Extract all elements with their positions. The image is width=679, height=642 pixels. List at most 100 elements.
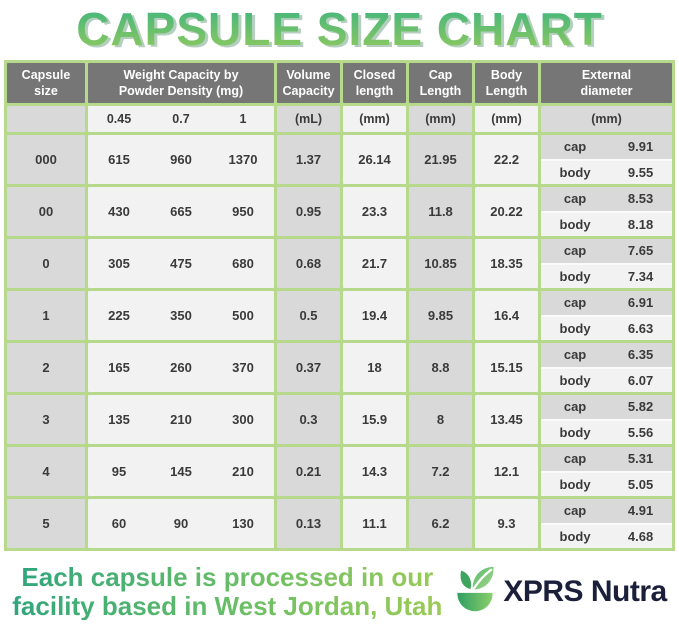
leaf-bowl-icon <box>452 564 498 619</box>
density-1: 1 <box>239 112 247 126</box>
capsule-size-cell: 3 <box>7 395 85 444</box>
header-weight-capacity: Weight Capacity by Powder Density (mg) <box>88 63 274 103</box>
weight-capacity-cell: 305 475 680 <box>88 239 274 288</box>
body-label: body <box>559 164 591 180</box>
weight-capacity-cell: 430 665 950 <box>88 187 274 236</box>
weight-045-value: 305 <box>108 256 130 271</box>
external-diameter-cell: cap 9.91 body 9.55 <box>541 135 672 184</box>
unit-densities: 0.45 0.7 1 <box>88 106 274 132</box>
table-row: 000 615 960 1370 1.37 26.14 21.95 22.2 c… <box>7 135 672 184</box>
capsule-size-cell: 5 <box>7 499 85 548</box>
brand-logo: XPRS Nutra <box>452 564 667 619</box>
weight-1-value: 680 <box>232 256 254 271</box>
cap-diameter-row: cap 6.91 <box>541 291 672 315</box>
cap-length-cell: 7.2 <box>409 447 472 496</box>
capsule-size-cell: 0 <box>7 239 85 288</box>
header-capsule-size: Capsule size <box>7 63 85 103</box>
weight-capacity-cell: 60 90 130 <box>88 499 274 548</box>
closed-length-cell: 23.3 <box>343 187 406 236</box>
body-label: body <box>559 372 591 388</box>
weight-045-value: 430 <box>108 204 130 219</box>
external-diameter-cell: cap 8.53 body 8.18 <box>541 187 672 236</box>
weight-07-value: 260 <box>170 360 192 375</box>
weight-07-value: 960 <box>170 152 192 167</box>
cap-diameter-row: cap 7.65 <box>541 239 672 263</box>
body-diameter-row: body 5.05 <box>541 472 672 496</box>
closed-length-cell: 11.1 <box>343 499 406 548</box>
body-length-cell: 20.22 <box>475 187 538 236</box>
table-row: 1 225 350 500 0.5 19.4 9.85 16.4 cap 6.9… <box>7 291 672 340</box>
weight-capacity-cell: 95 145 210 <box>88 447 274 496</box>
cap-label: cap <box>563 399 587 415</box>
volume-capacity-cell: 0.68 <box>277 239 340 288</box>
body-diameter-value: 7.34 <box>627 268 654 284</box>
body-diameter-value: 8.18 <box>627 216 654 232</box>
weight-07-value: 665 <box>170 204 192 219</box>
body-diameter-value: 5.56 <box>627 424 654 440</box>
body-label: body <box>559 476 591 492</box>
closed-length-cell: 26.14 <box>343 135 406 184</box>
cap-length-cell: 10.85 <box>409 239 472 288</box>
weight-1-value: 300 <box>232 412 254 427</box>
cap-diameter-row: cap 8.53 <box>541 187 672 211</box>
weight-045-value: 135 <box>108 412 130 427</box>
header-external-line2: diameter <box>580 84 633 98</box>
body-length-cell: 16.4 <box>475 291 538 340</box>
capsule-size-cell: 00 <box>7 187 85 236</box>
capsule-size-table: Capsule size Weight Capacity by Powder D… <box>4 60 675 551</box>
body-diameter-row: body 6.63 <box>541 316 672 340</box>
cap-diameter-value: 5.31 <box>627 451 654 467</box>
volume-capacity-cell: 0.95 <box>277 187 340 236</box>
weight-07-value: 90 <box>173 516 189 531</box>
header-weight-line1: Weight Capacity by <box>123 67 239 82</box>
header-body-length: Body Length <box>475 63 538 103</box>
volume-capacity-cell: 0.5 <box>277 291 340 340</box>
body-diameter-value: 4.68 <box>627 528 654 544</box>
body-diameter-value: 9.55 <box>627 164 654 180</box>
unit-volume: (mL) <box>277 106 340 132</box>
weight-045-value: 60 <box>111 516 127 531</box>
footer-note: Each capsule is processed in our facilit… <box>12 563 442 620</box>
closed-length-cell: 15.9 <box>343 395 406 444</box>
weight-045-value: 95 <box>111 464 127 479</box>
weight-07-value: 210 <box>170 412 192 427</box>
closed-length-cell: 21.7 <box>343 239 406 288</box>
body-diameter-row: body 4.68 <box>541 524 672 548</box>
volume-capacity-cell: 0.37 <box>277 343 340 392</box>
weight-045-value: 165 <box>108 360 130 375</box>
header-volume-capacity: Volume Capacity <box>277 63 340 103</box>
table-row: 3 135 210 300 0.3 15.9 8 13.45 cap 5.82 … <box>7 395 672 444</box>
weight-1-value: 210 <box>232 464 254 479</box>
weight-capacity-cell: 165 260 370 <box>88 343 274 392</box>
weight-07-value: 350 <box>170 308 192 323</box>
brand-name: XPRS Nutra <box>503 574 667 608</box>
weight-045-value: 615 <box>108 152 130 167</box>
closed-length-cell: 19.4 <box>343 291 406 340</box>
header-external-line1: External <box>581 67 632 82</box>
weight-1-value: 130 <box>232 516 254 531</box>
weight-1-value: 500 <box>232 308 254 323</box>
closed-length-cell: 18 <box>343 343 406 392</box>
body-diameter-value: 5.05 <box>627 476 654 492</box>
cap-length-cell: 21.95 <box>409 135 472 184</box>
footer: Each capsule is processed in our facilit… <box>0 563 679 620</box>
body-label: body <box>559 528 591 544</box>
volume-capacity-cell: 0.21 <box>277 447 340 496</box>
body-length-cell: 15.15 <box>475 343 538 392</box>
cap-diameter-value: 9.91 <box>627 139 654 155</box>
cap-diameter-value: 6.35 <box>627 347 654 363</box>
table-row: 5 60 90 130 0.13 11.1 6.2 9.3 cap 4.91 b… <box>7 499 672 548</box>
capsule-size-cell: 000 <box>7 135 85 184</box>
header-cap-length: Cap Length <box>409 63 472 103</box>
capsule-size-cell: 1 <box>7 291 85 340</box>
footer-note-line1: Each capsule is processed in our <box>21 562 434 592</box>
cap-length-cell: 9.85 <box>409 291 472 340</box>
cap-diameter-value: 6.91 <box>627 295 654 311</box>
external-diameter-cell: cap 6.91 body 6.63 <box>541 291 672 340</box>
density-07: 0.7 <box>172 112 190 126</box>
cap-label: cap <box>563 295 587 311</box>
cap-length-cell: 6.2 <box>409 499 472 548</box>
weight-capacity-cell: 225 350 500 <box>88 291 274 340</box>
density-045: 0.45 <box>106 112 132 126</box>
body-diameter-value: 6.07 <box>627 372 654 388</box>
